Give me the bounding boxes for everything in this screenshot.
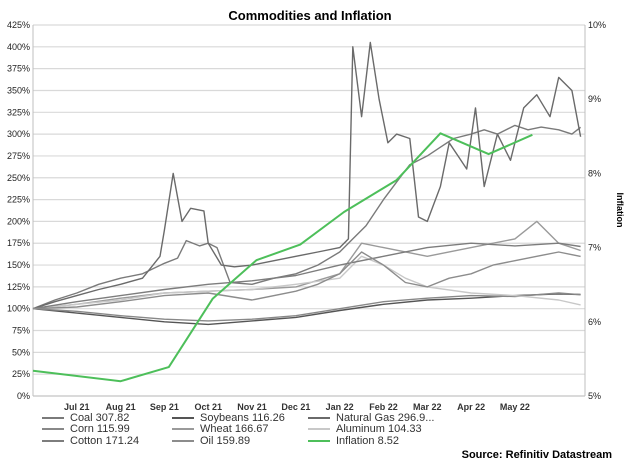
left-tick-label: 75% <box>12 326 30 336</box>
left-tick-label: 200% <box>7 216 30 226</box>
left-tick-label: 0% <box>17 391 30 401</box>
legend-label: Wheat 166.67 <box>200 423 269 436</box>
legend-swatch <box>308 416 330 419</box>
left-tick-label: 125% <box>7 282 30 292</box>
right-tick-label: 9% <box>588 94 601 104</box>
left-tick-label: 150% <box>7 260 30 270</box>
left-tick-label: 275% <box>7 151 30 161</box>
legend-swatch <box>308 428 330 431</box>
left-tick-label: 50% <box>12 347 30 357</box>
right-tick-label: 10% <box>588 20 606 30</box>
chart-title: Commodities and Inflation <box>228 8 391 23</box>
right-tick-label: 8% <box>588 168 601 178</box>
gridlines <box>32 24 586 397</box>
x-tick-label: Jul 21 <box>64 402 90 412</box>
left-tick-label: 350% <box>7 85 30 95</box>
left-tick-label: 100% <box>7 304 30 314</box>
x-axis: Jul 21 Aug 21 Sep 21 Oct 21 Nov 21 Dec 21 Jan … <box>64 402 530 412</box>
x-tick-label: Oct 21 <box>194 402 222 412</box>
x-tick-label: Aug 21 <box>106 402 136 412</box>
x-tick-label: Jan 22 <box>326 402 354 412</box>
left-tick-label: 250% <box>7 173 30 183</box>
x-tick-label: Dec 21 <box>281 402 310 412</box>
right-tick-label: 7% <box>588 243 601 253</box>
left-tick-label: 400% <box>7 42 30 52</box>
legend-label: Oil 159.89 <box>200 434 251 447</box>
left-tick-label: 175% <box>7 238 30 248</box>
source-note: Source: Refinitiv Datastream <box>461 449 612 461</box>
legend-swatch <box>308 439 330 442</box>
legend-item: Coal 307.82 <box>42 412 172 424</box>
left-tick-label: 225% <box>7 195 30 205</box>
legend-swatch <box>172 416 194 419</box>
legend-item: Natural Gas 296.9... <box>308 412 468 424</box>
legend-item: Oil 159.89 <box>172 435 308 447</box>
right-axis: 5% 6% 7% 8% 9% 10% <box>588 20 606 401</box>
x-tick-label: Sep 21 <box>150 402 179 412</box>
x-tick-label: May 22 <box>500 402 530 412</box>
series-line-oil <box>32 251 581 310</box>
legend-item: Corn 115.99 <box>42 423 172 436</box>
left-tick-label: 25% <box>12 369 30 379</box>
left-tick-label: 300% <box>7 129 30 139</box>
legend-label: Cotton 171.24 <box>70 434 140 447</box>
legend-swatch <box>42 428 64 431</box>
legend-label: Aluminum 104.33 <box>336 423 422 436</box>
legend-item: Cotton 171.24 <box>42 435 172 447</box>
right-tick-label: 5% <box>588 391 601 401</box>
legend-label: Soybeans 116.26 <box>200 411 285 424</box>
series-lines <box>32 41 582 383</box>
legend-label: Inflation 8.52 <box>336 434 399 447</box>
right-tick-label: 6% <box>588 317 601 327</box>
legend-item: Inflation 8.52 <box>308 435 468 447</box>
left-tick-label: 375% <box>7 64 30 74</box>
x-tick-label: Apr 22 <box>457 402 485 412</box>
series-line-corn <box>32 292 581 322</box>
legend-label: Corn 115.99 <box>70 423 130 436</box>
legend-swatch <box>42 439 64 442</box>
series-line-inflation <box>32 132 533 383</box>
x-tick-label: Nov 21 <box>237 402 267 412</box>
legend-item: Aluminum 104.33 <box>308 423 468 436</box>
legend-swatch <box>172 439 194 442</box>
series-line-coal <box>32 124 582 310</box>
series-line-wheat <box>32 220 581 310</box>
legend-item: Wheat 166.67 <box>172 423 308 436</box>
left-axis: 0% 25% 50% 75% 100% 125% 150% 175% 200% 225% 250% 2… <box>7 20 30 401</box>
series-line-natural <box>32 41 582 310</box>
x-tick-label: Mar 22 <box>413 402 442 412</box>
legend-item: Soybeans 116.26 <box>172 412 308 424</box>
series-line-cotton <box>32 242 581 310</box>
right-axis-label: Inflation <box>615 193 624 228</box>
legend: Coal 307.82 Soybeans 116.26 Natural Gas 29… <box>42 412 462 447</box>
x-tick-label: Feb 22 <box>369 402 398 412</box>
left-tick-label: 425% <box>7 20 30 30</box>
legend-swatch <box>172 428 194 431</box>
legend-label: Natural Gas 296.9... <box>336 411 435 424</box>
legend-label: Coal 307.82 <box>70 411 130 424</box>
left-tick-label: 325% <box>7 107 30 117</box>
legend-swatch <box>42 416 64 419</box>
series-line-aluminum <box>32 255 581 310</box>
